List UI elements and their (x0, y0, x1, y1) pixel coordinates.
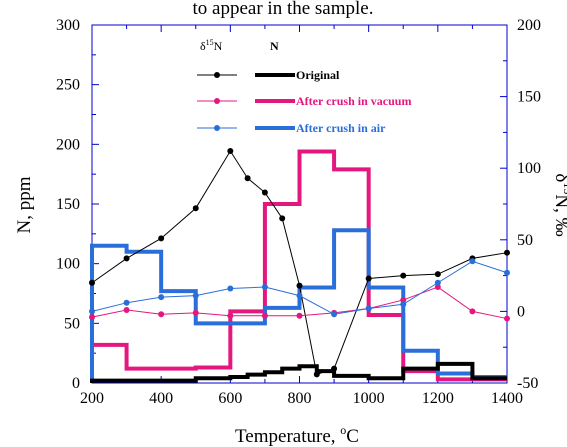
legend-header-delta: δ15N (200, 38, 223, 53)
delta-point-vacuum (192, 309, 199, 316)
delta-point-air (89, 308, 95, 315)
y-axis-right-title-delta: δ (551, 173, 567, 182)
delta-point-original (400, 272, 407, 279)
legend-delta-marker-vacuum (214, 98, 220, 104)
delta-point-vacuum (227, 312, 234, 319)
x-tick-label: 1000 (353, 390, 385, 407)
x-tick-label: 200 (80, 390, 104, 407)
delta-point-vacuum (434, 284, 441, 291)
caption-top: to appear in the sample. (193, 0, 374, 19)
delta-point-original (227, 148, 234, 155)
y-axis-right-title-sup: 15 (561, 182, 567, 194)
delta-point-vacuum (123, 306, 130, 313)
y-left-tick-label: 300 (56, 17, 80, 34)
y-right-tick-label: 200 (517, 17, 541, 34)
step-line-vacuum (90, 149, 507, 383)
delta15n-lines (89, 148, 510, 378)
legend-label-vacuum: After crush in vacuum (296, 94, 411, 108)
x-tick-label: 600 (218, 390, 242, 407)
delta-point-vacuum (89, 314, 95, 321)
delta-point-original (434, 271, 441, 278)
delta-point-vacuum (158, 311, 165, 318)
legend-header-delta-suffix: N (214, 39, 223, 53)
y-axis-left-title: N, ppm (14, 176, 35, 233)
y-axis-right-title-unit: N, ‰ (551, 194, 567, 236)
x-axis-title-unit: C (346, 426, 359, 447)
step-line-air (90, 228, 507, 383)
x-tick-label: 1200 (422, 390, 454, 407)
delta-point-air (469, 258, 476, 265)
y-axis-right-title: δ15N, ‰ (551, 173, 567, 236)
delta-point-original (296, 282, 303, 289)
delta-point-original (365, 275, 372, 282)
delta-point-air (400, 301, 407, 308)
y-right-tick-label: -50 (517, 375, 538, 392)
delta-point-air (261, 284, 268, 291)
axis-ticks: 200 400 600 800 1000 1200 14000501001502002503… (56, 17, 541, 407)
delta-line-original (91, 150, 508, 376)
delta-point-vacuum (296, 312, 303, 319)
x-tick-label: 800 (288, 390, 312, 407)
delta-point-original (313, 371, 320, 378)
delta-point-original (504, 249, 510, 256)
delta-point-original (89, 279, 95, 286)
legend-header-n: N (270, 39, 279, 53)
delta-point-air (158, 294, 165, 301)
legend-delta-marker-original (214, 72, 220, 78)
legend-header-delta-sup: 15 (206, 38, 214, 47)
delta-point-original (192, 205, 199, 212)
x-axis-title-degree: o (340, 423, 346, 437)
delta-point-air (331, 311, 338, 318)
delta-point-original (331, 365, 338, 372)
delta-point-original (244, 175, 251, 182)
y-left-tick-label: 0 (72, 375, 80, 392)
x-axis-title: Temperature, oC (235, 423, 359, 447)
delta-point-original (123, 255, 130, 262)
delta-point-air (504, 269, 510, 276)
nitrogen-step-lines (90, 149, 507, 383)
step-line-original (90, 361, 507, 383)
legend-header-delta-prefix: δ (200, 39, 206, 53)
delta-point-air (123, 299, 130, 306)
y-left-tick-label: 150 (56, 196, 80, 213)
y-left-tick-label: 100 (56, 256, 80, 273)
delta-point-vacuum (400, 296, 407, 303)
delta-point-vacuum (469, 308, 476, 315)
delta-point-vacuum (261, 312, 268, 319)
legend-label-original: Original (296, 68, 340, 82)
y-right-tick-label: 0 (517, 303, 525, 320)
delta-point-air (192, 292, 199, 299)
y-left-tick-label: 250 (56, 77, 80, 94)
y-right-tick-label: 50 (517, 232, 533, 249)
delta-point-original (261, 189, 268, 196)
y-right-tick-label: 100 (517, 160, 541, 177)
delta-point-air (365, 305, 372, 312)
delta-point-air (434, 279, 441, 286)
x-tick-label: 1400 (491, 390, 523, 407)
legend-delta-marker-air (214, 125, 220, 131)
delta-point-original (279, 215, 286, 222)
delta-point-air (296, 292, 303, 299)
y-right-tick-label: 150 (517, 89, 541, 106)
y-left-tick-label: 200 (56, 136, 80, 153)
legend-label-air: After crush in air (296, 121, 386, 135)
y-left-tick-label: 50 (64, 315, 80, 332)
delta-point-vacuum (504, 315, 510, 322)
x-tick-label: 400 (149, 390, 173, 407)
x-axis-title-text: Temperature, (235, 426, 340, 447)
delta-point-air (227, 285, 234, 292)
delta-point-original (158, 235, 165, 242)
